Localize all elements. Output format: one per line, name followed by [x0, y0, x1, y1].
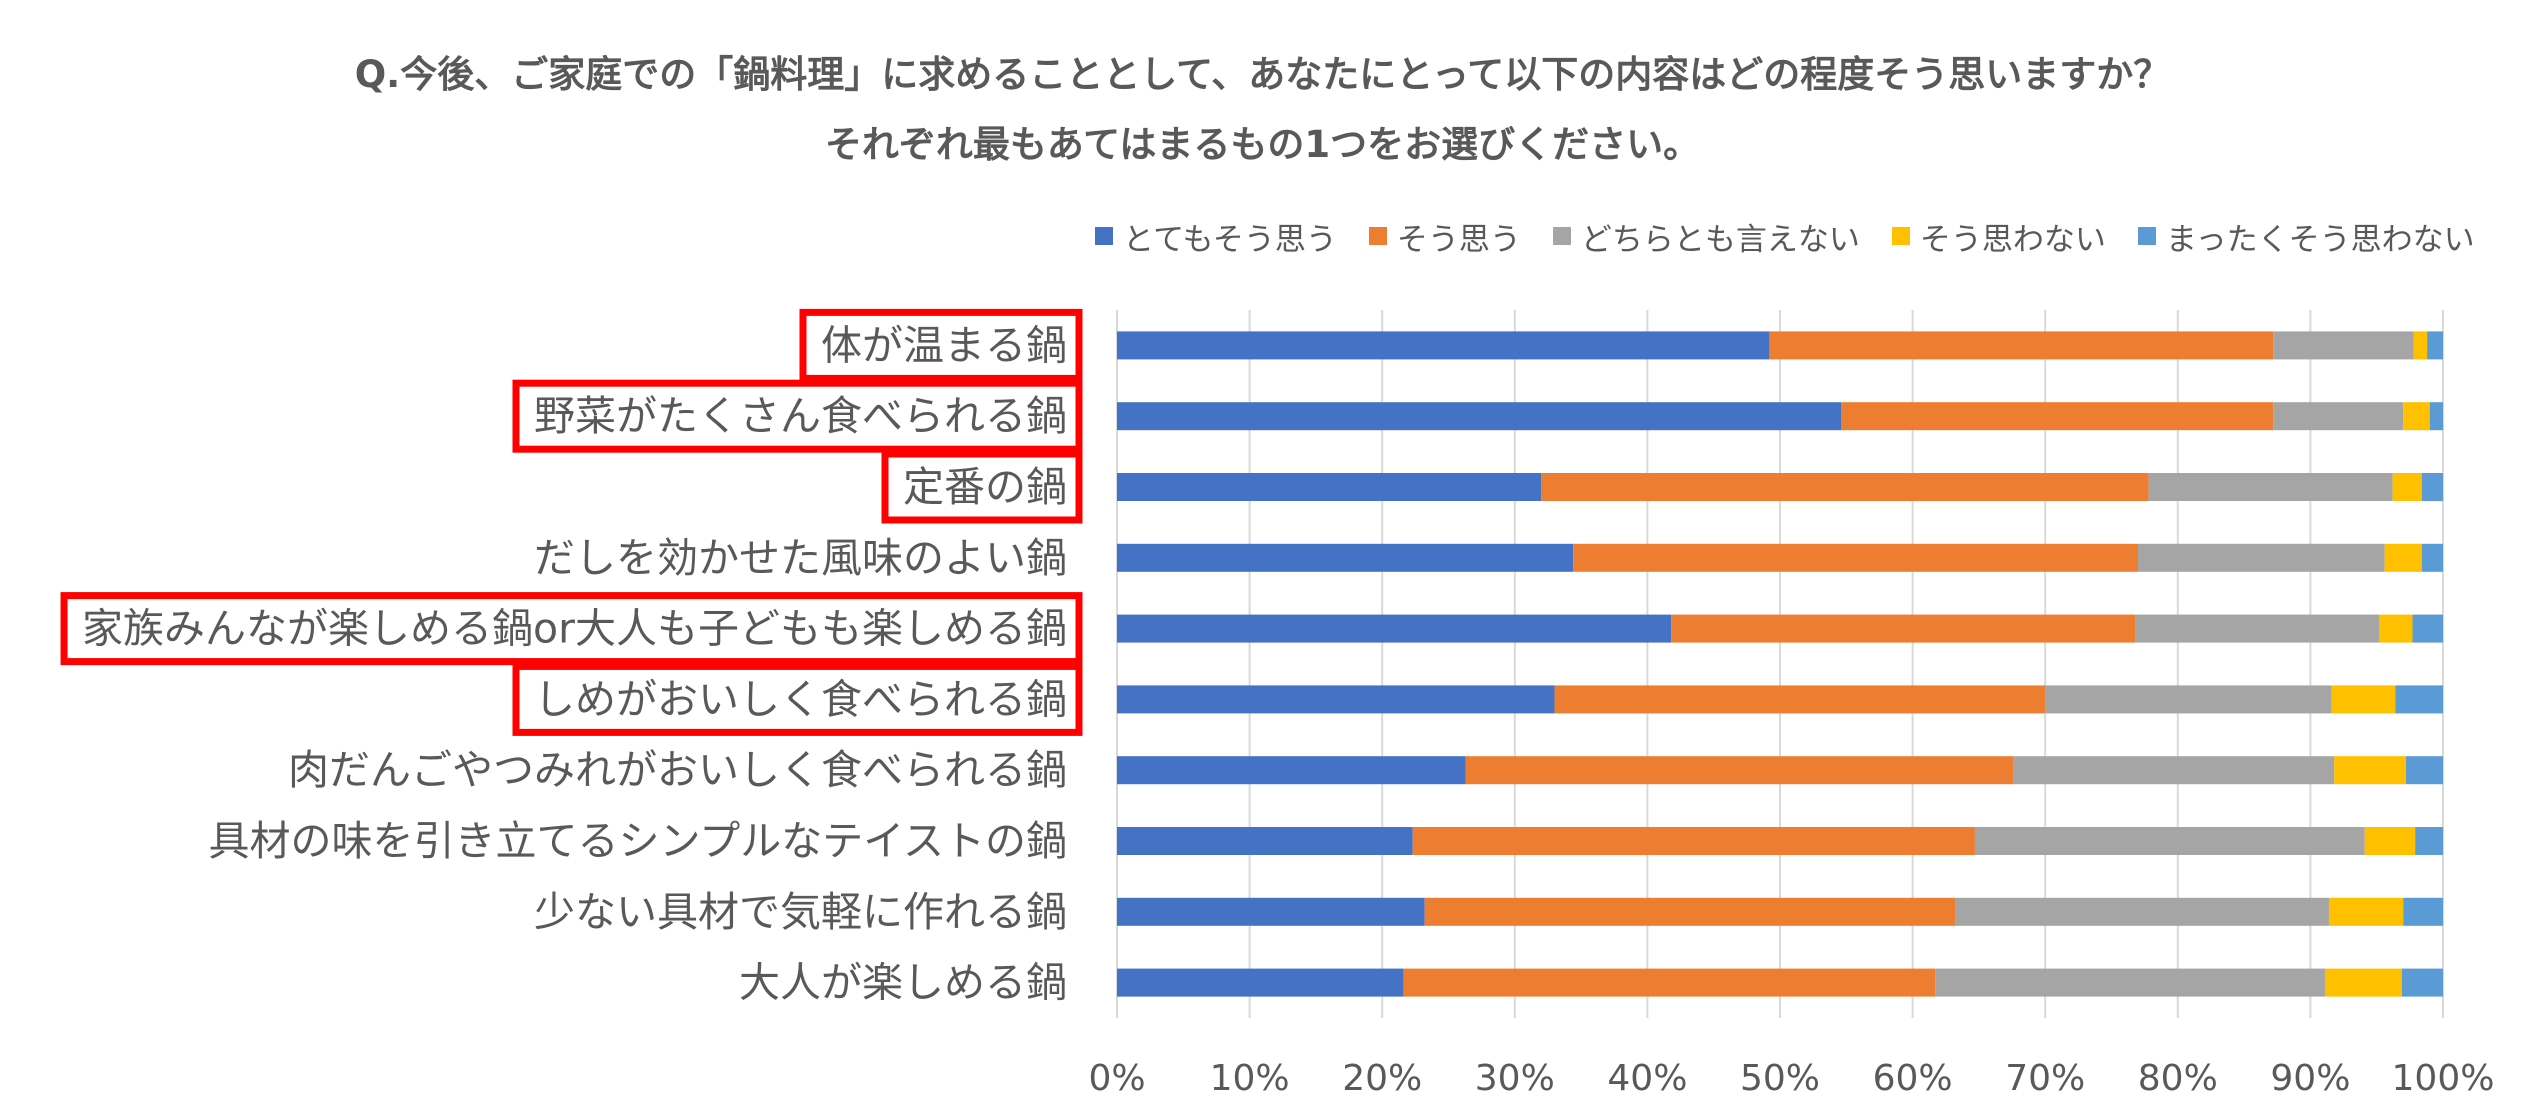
bar-segment-5	[2427, 331, 2443, 360]
bar-segment-3	[2273, 402, 2404, 431]
bar-segment-2	[1671, 614, 2136, 643]
bar-segment-5	[2421, 473, 2443, 501]
bar-segment-5	[2421, 543, 2443, 572]
bar-segment-1	[1117, 614, 1672, 643]
bar-segment-5	[2401, 968, 2443, 997]
legend-label: まったくそう思わない	[2165, 221, 2475, 258]
bar-segment-2	[1840, 402, 2274, 431]
category-label: 大人が楽しめる鍋	[739, 959, 1067, 1007]
bar-segment-3	[1935, 968, 2325, 997]
bar-segment-3	[2135, 614, 2380, 643]
highlight-box	[881, 450, 1083, 524]
x-tick-label: 60%	[1873, 1058, 1953, 1099]
bar-segment-1	[1117, 685, 1555, 714]
bar-segment-1	[1117, 402, 1841, 431]
highlight-box	[512, 379, 1083, 453]
chart-legend: とてもそう思う そう思う どちらとも言えない そう思わない まったくそう思わない	[1095, 214, 2507, 259]
x-tick-label: 90%	[2270, 1058, 2350, 1099]
category-label: 具材の味を引き立てるシンプルなテイストの鍋	[208, 817, 1067, 865]
category-label: しめがおいしく食べられる鍋	[534, 675, 1067, 723]
chart-title-line-1: Q.今後、ご家庭での「鍋料理」に求めることとして、あなたにとって以下の内容はどの…	[354, 53, 2171, 96]
bar-segment-4	[2392, 473, 2422, 501]
bar-segment-5	[2415, 827, 2443, 855]
category-label: 少ない具材で気軽に作れる鍋	[534, 888, 1067, 936]
bar-segment-3	[2138, 543, 2385, 572]
legend-item: そう思わない	[1891, 214, 2106, 259]
bar-segment-2	[1573, 543, 2139, 572]
category-label: 肉だんごやつみれがおいしく食べられる鍋	[288, 746, 1067, 794]
category-label: 体が温まる鍋	[821, 321, 1067, 369]
x-tick-label: 40%	[1607, 1058, 1687, 1099]
legend-label: そう思う	[1396, 221, 1521, 258]
bar-segment-4	[2328, 897, 2404, 926]
chart-title-line-2: それぞれ最もあてはまるもの1つをお選びください。	[824, 123, 1701, 166]
bar-segment-2	[1541, 473, 2149, 501]
legend-label: どちらとも言えない	[1580, 221, 1860, 258]
x-tick-label: 70%	[2005, 1058, 2085, 1099]
bar-segment-1	[1117, 331, 1770, 360]
bar-segment-2	[1554, 685, 2046, 714]
legend-swatch	[2137, 227, 2156, 245]
bar-segment-4	[2334, 756, 2406, 785]
bar-segment-1	[1117, 756, 1466, 785]
bar-segment-2	[1769, 331, 2274, 360]
bar-segment-1	[1117, 543, 1574, 572]
legend-label: そう思わない	[1919, 221, 2106, 258]
legend-item: とてもそう思う	[1095, 214, 1337, 259]
legend-item: まったくそう思わない	[2137, 214, 2475, 259]
bar-segment-4	[2384, 543, 2422, 572]
bar-segment-3	[2045, 685, 2332, 714]
category-label: 定番の鍋	[903, 463, 1067, 511]
legend-label: とてもそう思う	[1123, 221, 1337, 258]
category-label: 家族みんなが楽しめる鍋or大人も子どもも楽しめる鍋	[82, 605, 1067, 653]
bar-segment-1	[1117, 473, 1542, 501]
highlight-box	[60, 592, 1083, 666]
x-tick-label: 10%	[1210, 1058, 1290, 1099]
bar-segment-4	[2413, 331, 2428, 360]
bar-segment-2	[1465, 756, 2014, 785]
bar-segment-3	[2013, 756, 2335, 785]
x-tick-label: 30%	[1475, 1058, 1555, 1099]
category-label: 野菜がたくさん食べられる鍋	[534, 392, 1067, 440]
bar-segment-4	[2364, 827, 2416, 855]
bar-segment-2	[1424, 897, 1956, 926]
legend-swatch	[1095, 227, 1113, 245]
x-tick-label: 50%	[1740, 1058, 1820, 1099]
legend-item: どちらとも言えない	[1552, 214, 1860, 259]
bar-segment-5	[2429, 402, 2443, 431]
bar-segment-1	[1117, 897, 1425, 926]
legend-swatch	[1552, 227, 1571, 245]
bar-segment-4	[2403, 402, 2430, 431]
bar-segment-3	[1974, 827, 2365, 855]
bar-segment-3	[2273, 331, 2414, 360]
bar-segment-2	[1403, 968, 1936, 997]
highlight-box	[799, 308, 1083, 382]
legend-swatch	[1368, 227, 1387, 245]
bar-segment-5	[2395, 685, 2443, 714]
bar-segment-1	[1117, 827, 1413, 855]
category-label: だしを効かせた風味のよい鍋	[534, 534, 1067, 582]
bar-segment-5	[2412, 614, 2443, 643]
bar-segment-5	[2403, 897, 2443, 926]
bar-segment-3	[1955, 897, 2329, 926]
bar-segment-5	[2405, 756, 2443, 785]
x-tick-label: 0%	[1088, 1058, 1145, 1099]
bar-segment-2	[1412, 827, 1975, 855]
highlight-box	[512, 662, 1083, 736]
chart-title: Q.今後、ご家庭での「鍋料理」に求めることとして、あなたにとって以下の内容はどの…	[0, 40, 2525, 180]
x-tick-label: 80%	[2138, 1058, 2218, 1099]
x-tick-label: 100%	[2392, 1058, 2495, 1099]
bar-segment-4	[2324, 968, 2402, 997]
bar-segment-3	[2148, 473, 2393, 501]
bar-segment-4	[2379, 614, 2413, 643]
legend-item: そう思う	[1368, 214, 1521, 259]
bar-segment-4	[2331, 685, 2396, 714]
legend-swatch	[1891, 227, 1910, 245]
x-tick-label: 20%	[1342, 1058, 1422, 1099]
bar-segment-1	[1117, 968, 1404, 997]
